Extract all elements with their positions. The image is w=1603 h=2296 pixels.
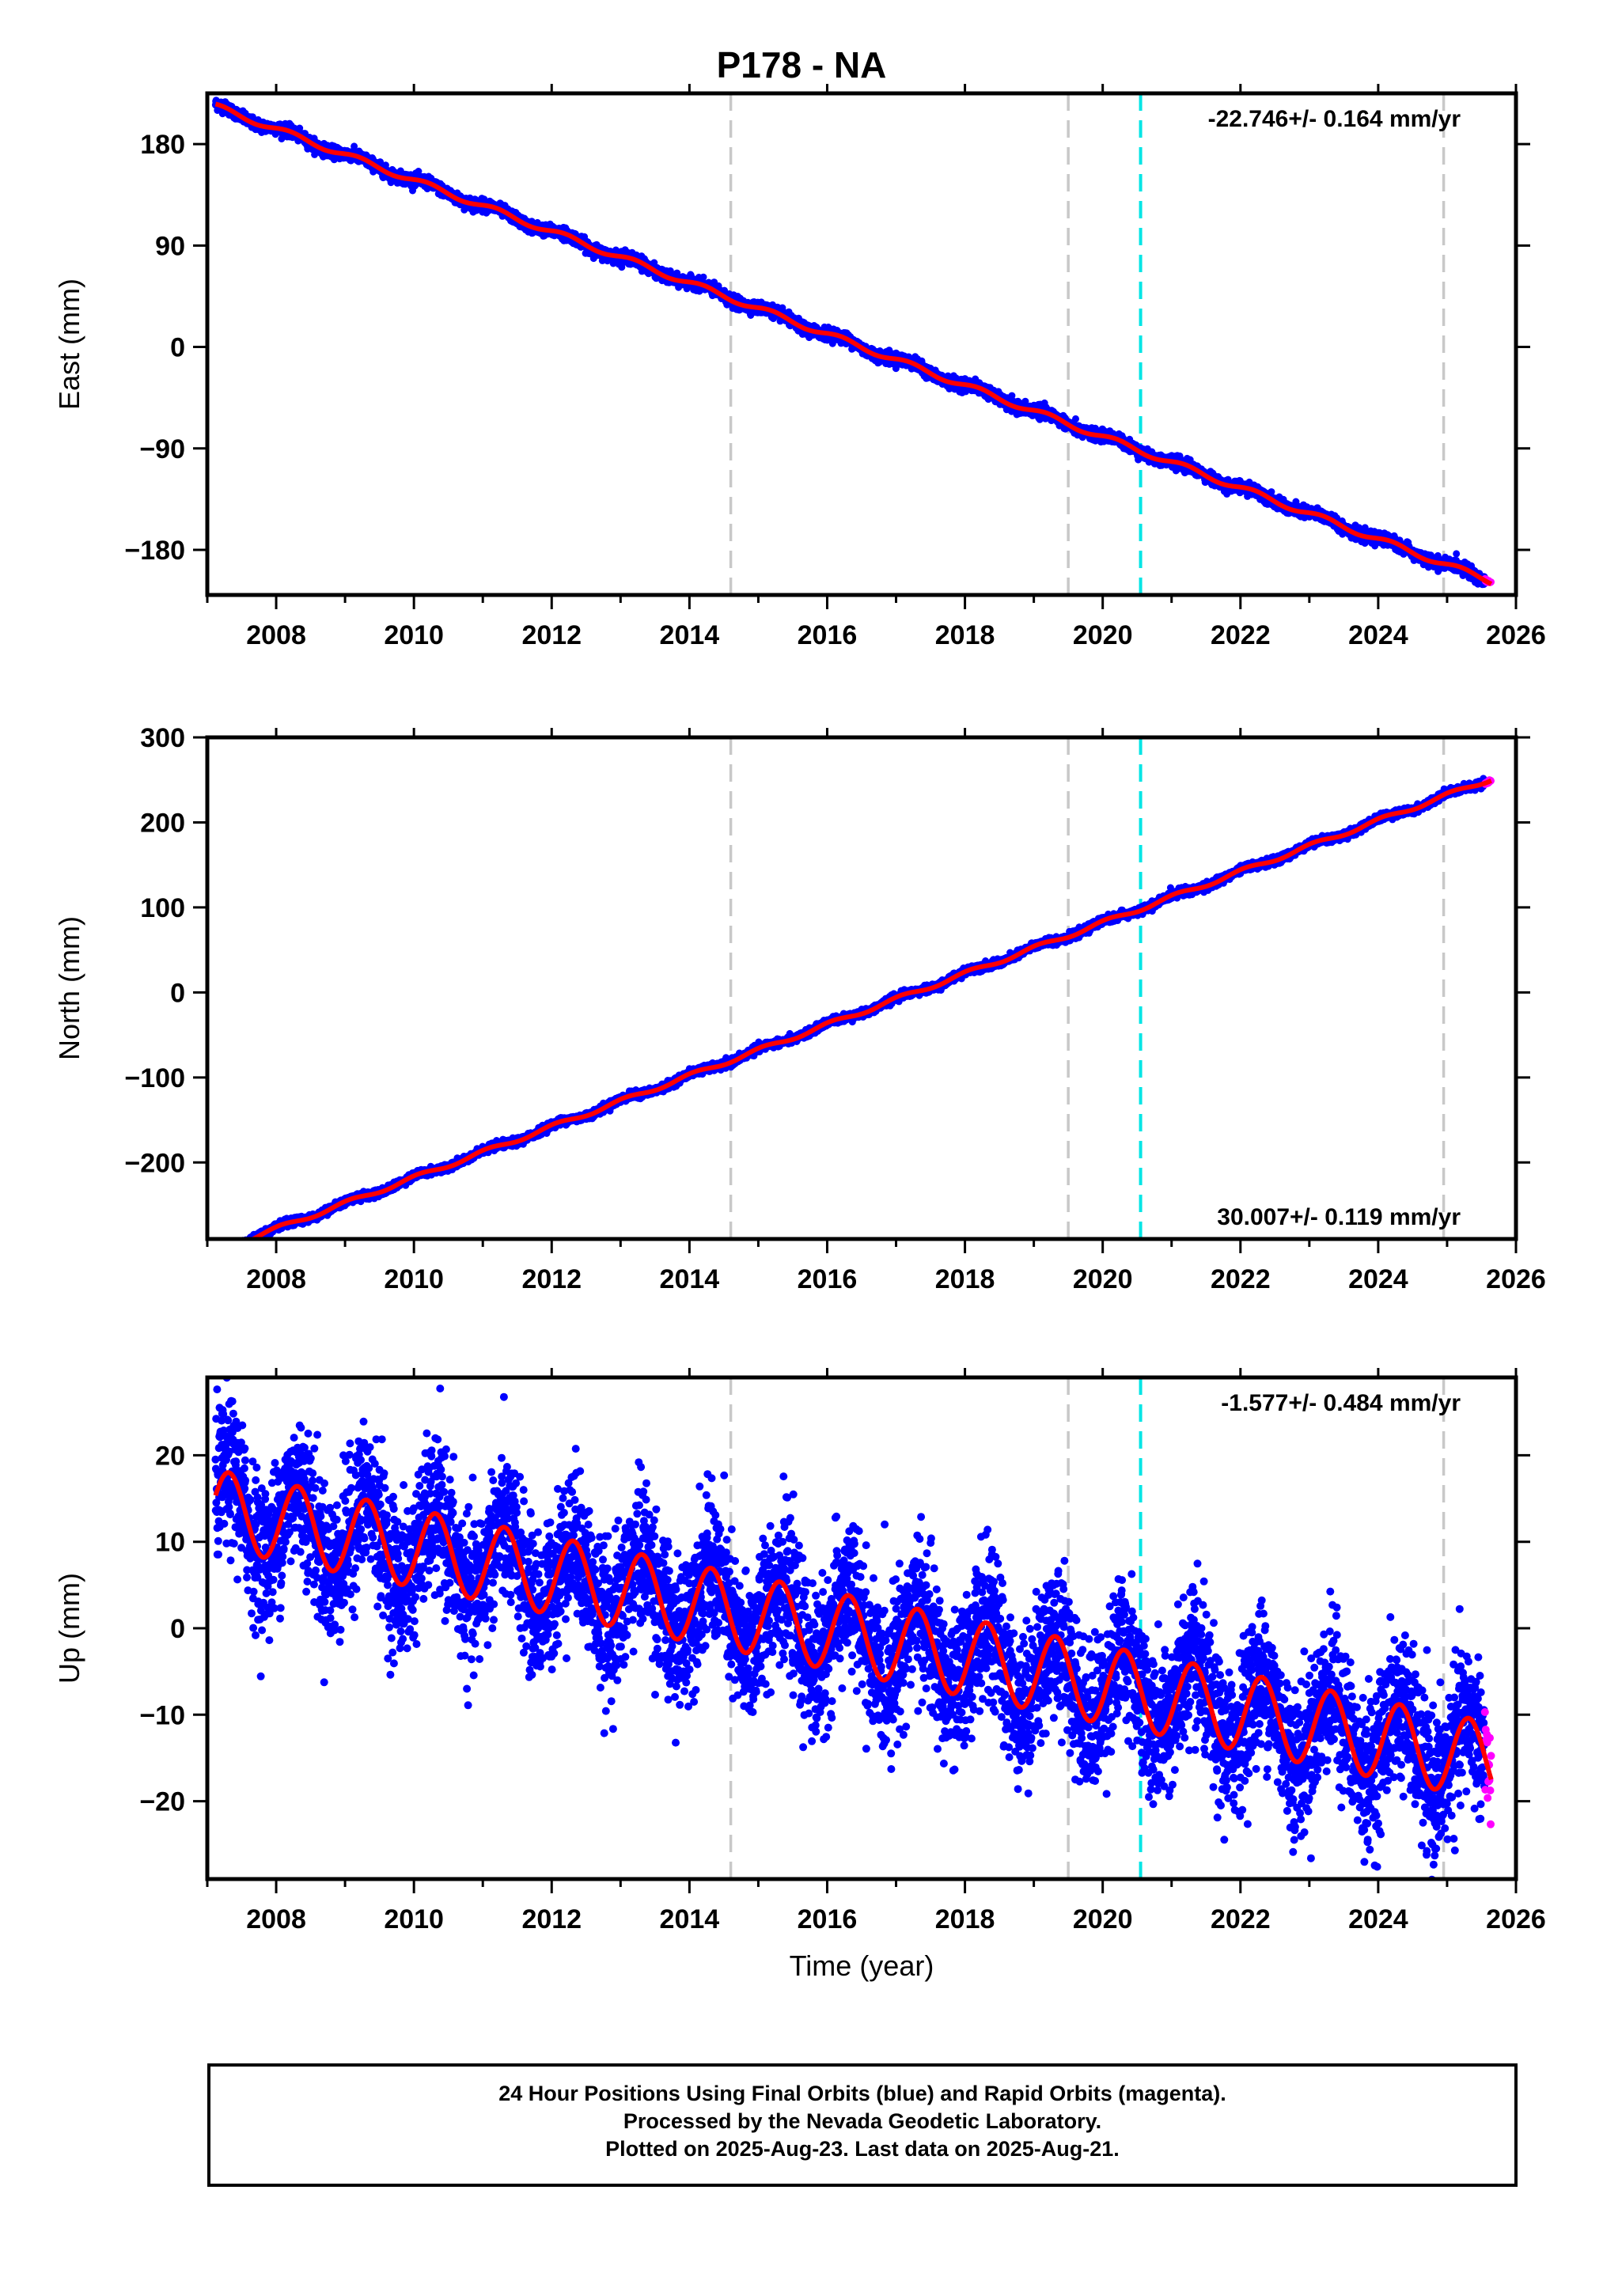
final-orbit-point [1072, 415, 1079, 422]
final-orbit-point [415, 168, 423, 175]
plot-area [211, 97, 1495, 589]
panel-east: 2008 2010 2012 2014 2016 2018 2020 2022 2024 2026… [53, 84, 1546, 650]
final-orbit-point [351, 142, 358, 150]
final-orbit-point [296, 124, 304, 132]
figure-title: P178 - NA [717, 44, 887, 85]
panels: 2008 2010 2012 2014 2016 2018 2020 2022 2024 2026… [53, 84, 1546, 1982]
